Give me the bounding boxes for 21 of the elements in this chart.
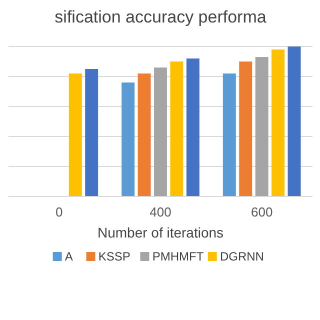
- bar: [255, 57, 268, 196]
- legend-label: PMHMFT: [152, 250, 204, 264]
- bar: [68, 74, 82, 196]
- bar: [222, 74, 236, 196]
- bar: [186, 58, 200, 196]
- bar: [138, 74, 151, 196]
- legend-label: A: [64, 250, 73, 264]
- bar: [239, 62, 252, 196]
- x-tick-label: 600: [250, 204, 273, 220]
- bar: [288, 46, 301, 196]
- bar: [154, 68, 167, 196]
- legend-label: KSSP: [98, 250, 130, 264]
- chart-title: sification accuracy performa: [54, 8, 267, 26]
- bar: [272, 50, 285, 196]
- x-tick-label: 400: [150, 204, 172, 220]
- bar: [122, 82, 135, 196]
- bar: [170, 62, 184, 196]
- x-tick-label: 0: [56, 204, 63, 220]
- legend-label: DGRNN: [220, 250, 264, 264]
- x-axis-title: Number of iterations: [97, 224, 224, 240]
- bar: [85, 69, 98, 196]
